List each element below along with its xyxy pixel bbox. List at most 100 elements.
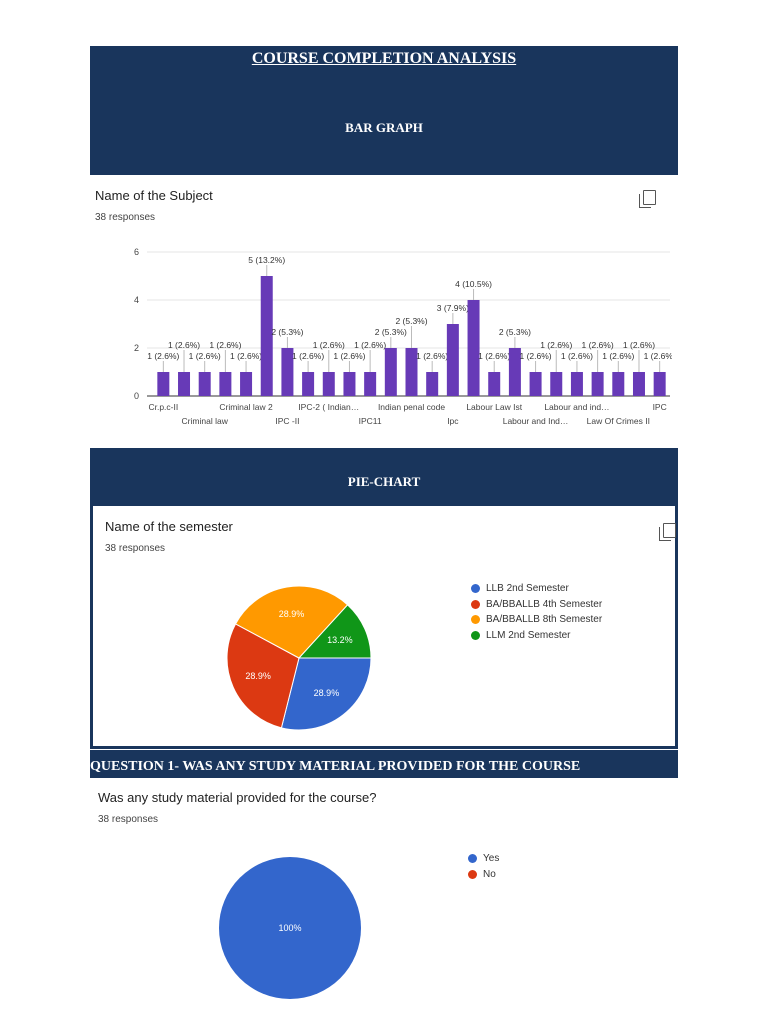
x-tick-label: Law Of Crimes II [587,416,650,426]
bar [219,372,232,396]
legend-dot [468,869,477,879]
bar [446,324,459,396]
bar [591,372,604,396]
legend-label: BA/BBALLB 8th Semester [486,614,603,626]
data-label: 1 (2.6%) [540,340,572,350]
bar [384,348,397,396]
legend: Yes No [468,851,499,882]
x-tick-label: IPC-2 ( Indian… [298,402,359,412]
x-tick-label: Criminal law 2 [219,402,273,412]
data-label: 1 (2.6%) [230,351,262,361]
data-label: 1 (2.6%) [416,351,448,361]
data-label: 1 (2.6%) [602,351,634,361]
title-banner: COURSE COMPLETION ANALYSIS BAR GRAPH [90,46,678,175]
bar [364,372,377,396]
legend-item: LLM 2nd Semester [471,628,602,644]
bar [322,372,335,396]
x-tick-label: Labour and Ind… [503,416,569,426]
legend-item: BA/BBALLB 8th Semester [471,612,602,628]
section-pie-chart: PIE-CHART [347,474,421,489]
data-label: 1 (2.6%) [189,351,221,361]
legend-item: LLB 2nd Semester [471,581,602,597]
bar-chart-card: Name of the Subject 38 responses 0 2 4 6 1 (… [90,175,672,448]
legend-dot [471,615,480,625]
slice-label: 28.9% [314,688,340,698]
page-title: COURSE COMPLETION ANALYSIS [251,50,517,67]
data-label: 2 (5.3%) [271,327,303,337]
y-tick-label: 6 [134,247,139,257]
bar [178,372,191,396]
legend-dot [468,854,477,864]
bar [198,372,211,396]
x-tick-label: IPC -II [275,416,299,426]
question-heading: QUESTION 1- WAS ANY STUDY MATERIAL PROVI… [90,759,581,774]
bar [157,372,170,396]
data-label: 1 (2.6%) [209,340,241,350]
bar [570,372,583,396]
bar [550,372,563,396]
bar [302,372,315,396]
x-tick-label: Criminal law [182,416,229,426]
pie-slice [280,657,372,731]
x-tick-label: Labour Law Ist [466,402,522,412]
bar [281,348,294,396]
slice-label: 28.9% [279,609,305,619]
pie-chart-semester: 28.9% 28.9% 28.9% 13.2% [226,585,372,731]
x-tick-label: IPC [653,402,667,412]
data-label: 5 (13.2%) [248,255,285,265]
data-label: 1 (2.6%) [582,340,614,350]
data-label: 1 (2.6%) [520,351,552,361]
x-tick-label: Cr.p.c-II [148,402,178,412]
pie-slice [226,623,300,729]
bar [343,372,356,396]
data-label: 1 (2.6%) [478,351,510,361]
data-label: 1 (2.6%) [168,340,200,350]
section-bar-graph: BAR GRAPH [345,120,423,135]
pie-chart-study-material: 100% [219,857,361,999]
legend-label: BA/BBALLB 4th Semester [486,598,603,610]
legend-label: LLB 2nd Semester [486,583,569,595]
chart-title: Name of the semester [105,519,233,534]
x-tick-label: Labour and ind… [544,402,609,412]
bar [260,276,273,396]
question-banner: QUESTION 1- WAS ANY STUDY MATERIAL PROVI… [90,750,678,778]
data-label: 2 (5.3%) [395,316,427,326]
legend-item: No [468,867,499,883]
data-label: 1 (2.6%) [354,340,386,350]
legend-dot [471,584,480,594]
chart-title: Was any study material provided for the … [98,790,377,805]
response-count: 38 responses [95,212,156,223]
response-count: 38 responses [105,543,166,554]
x-tick-label: IPC11 [359,416,382,426]
x-tick-label: Indian penal code [378,402,445,412]
data-label: 1 (2.6%) [292,351,324,361]
data-label: 1 (2.6%) [313,340,345,350]
bar [426,372,439,396]
response-count: 38 responses [98,814,159,825]
data-label: 4 (10.5%) [455,279,492,289]
bar [508,348,521,396]
bar [488,372,501,396]
data-label: 1 (2.6%) [644,351,672,361]
pie-slice [297,604,372,659]
bar [632,372,645,396]
bar [612,372,625,396]
legend-item: BA/BBALLB 4th Semester [471,597,602,613]
bar [240,372,253,396]
pie-slice [234,585,349,659]
legend-label: LLM 2nd Semester [486,629,571,641]
y-tick-label: 4 [134,295,139,305]
pie-slice [219,857,361,999]
copy-icon[interactable] [659,523,676,541]
y-tick-label: 0 [134,391,139,401]
bar [405,348,418,396]
legend-label: Yes [483,853,500,865]
data-label: 2 (5.3%) [499,327,531,337]
slice-label: 28.9% [245,671,271,681]
copy-icon[interactable] [639,190,656,208]
data-label: 1 (2.6%) [623,340,655,350]
bar [529,372,542,396]
legend: LLB 2nd Semester BA/BBALLB 4th Semester … [471,581,602,643]
y-tick-label: 2 [134,343,139,353]
